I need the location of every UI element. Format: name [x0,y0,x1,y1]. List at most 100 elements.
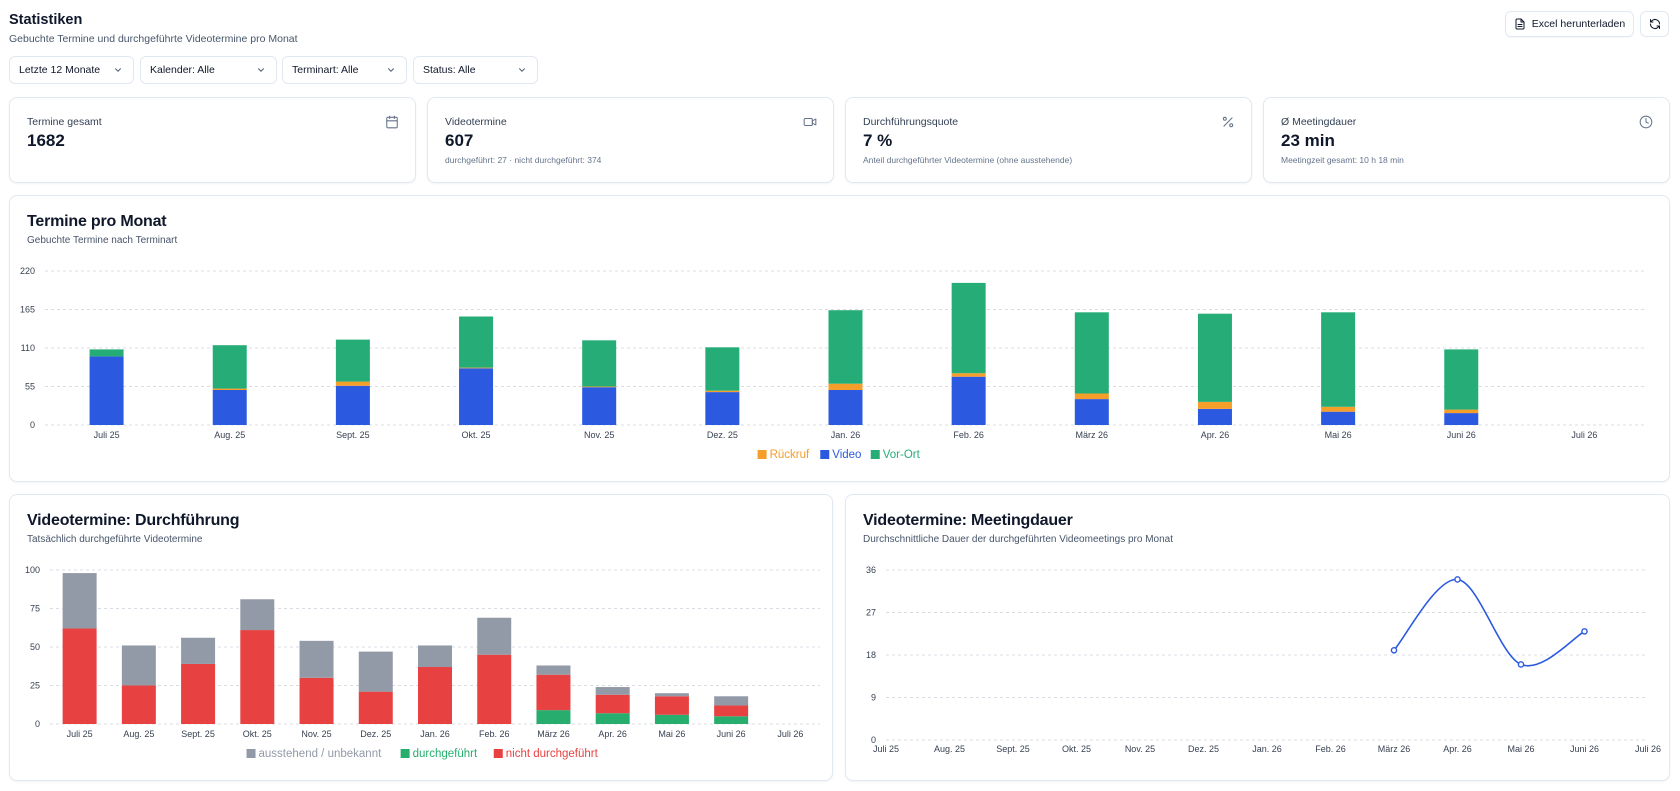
y-tick-label: 0 [871,735,876,745]
x-tick-label: Apr. 26 [1443,744,1472,754]
bar-segment [477,617,512,655]
x-tick-label: Juli 25 [67,729,93,739]
bar-segment [212,345,247,389]
y-tick-label: 27 [866,608,876,618]
chart-card-termine: Termine pro Monat Gebuchte Termine nach … [9,195,1670,482]
bar-segment [121,685,156,724]
bar-segment [1444,413,1479,425]
kpi-value: 607 [445,131,474,150]
bar-segment [536,674,571,711]
kpi-card-videotermine: Videotermine 607 durchgeführt: 27 · nich… [427,97,834,183]
kpi-card-termine: Termine gesamt 1682 [9,97,416,183]
bar-segment [299,677,334,724]
bar-segment [335,339,370,382]
bar-segment [1197,401,1232,409]
chevron-down-icon [115,68,121,72]
y-tick-label: 165 [20,305,35,315]
bar-segment [828,383,863,390]
filter-zeitraum[interactable]: Letzte 12 Monate [9,56,134,84]
filter-kalender-label: Kalender: Alle [150,64,215,76]
legend-swatch [400,749,410,758]
legend-label: Video [832,449,861,461]
x-tick-label: Feb. 26 [1315,744,1346,754]
bar-segment [705,347,740,391]
x-tick-label: Feb. 26 [953,430,984,440]
bar-segment [418,645,452,668]
data-point [1581,628,1588,635]
x-tick-label: Dez. 25 [360,729,391,739]
kpi-sub: durchgeführt: 27 · nicht durchgeführt: 3… [445,155,602,165]
x-tick-label: Juni 26 [1570,744,1599,754]
bar-segment [714,705,749,717]
bar-segment [1197,408,1232,425]
y-tick-label: 75 [30,604,40,614]
chart-subtitle: Gebuchte Termine nach Terminart [27,235,178,246]
bar-segment [595,713,630,724]
bar-segment [1321,406,1356,412]
bar-segment [459,367,494,369]
kpi-sub: Anteil durchgeführter Videotermine (ohne… [863,155,1073,165]
bar-segment [459,368,494,425]
bar-segment [477,654,512,724]
bar-segment [714,696,749,706]
chart-title: Termine pro Monat [27,213,167,230]
x-tick-label: März 26 [1076,430,1109,440]
bar-segment [1074,399,1109,425]
x-tick-label: März 26 [1378,744,1411,754]
x-tick-label: Sept. 25 [336,430,370,440]
x-tick-label: Apr. 26 [1201,430,1230,440]
refresh-icon [1649,19,1660,29]
x-tick-label: Jan. 26 [831,430,861,440]
refresh-button[interactable] [1640,11,1669,37]
x-tick-label: Juli 25 [873,744,899,754]
y-tick-label: 110 [21,343,35,353]
y-tick-label: 18 [866,650,876,660]
bar-segment [418,667,452,724]
filter-status[interactable]: Status: Alle [413,56,538,84]
bar-segment [89,349,124,357]
x-tick-label: Okt. 25 [243,729,272,739]
meetingdauer-chart: 0 9 18 27 36 Juli 25 Aug. 25 Sept. 25 Okt. 25 Nov… [866,565,1661,754]
legend-swatch [757,450,767,459]
page-title: Statistiken [9,12,83,28]
y-tick-label: 0 [35,719,40,729]
video-icon [803,117,817,127]
bar-segment [1444,409,1479,414]
bar-segment [1074,393,1109,400]
x-tick-label: Juli 25 [94,430,120,440]
filter-kalender[interactable]: Kalender: Alle [140,56,277,84]
bar-segment [299,640,334,678]
filter-zeitraum-label: Letzte 12 Monate [19,64,101,76]
bar-segment [212,390,247,425]
chevron-down-icon [388,68,394,72]
kpi-value: 7 % [863,131,893,150]
bar-segment [951,376,986,425]
x-tick-label: Dez. 25 [1188,744,1219,754]
x-tick-label: Sept. 25 [996,744,1030,754]
bar-segment [335,381,370,386]
chart-subtitle: Tatsächlich durchgeführte Videotermine [27,534,203,545]
bar-segment [536,665,571,675]
x-tick-label: Okt. 25 [1062,744,1091,754]
percent-icon [1222,116,1234,128]
filter-status-label: Status: Alle [423,64,476,76]
excel-download-label: Excel herunterladen [1531,18,1626,30]
bar-segment [212,388,247,390]
excel-download-button[interactable]: Excel herunterladen [1505,11,1634,37]
kpi-label: Videotermine [445,116,507,128]
kpi-label: Ø Meetingdauer [1281,116,1357,128]
x-tick-label: Okt. 25 [462,430,491,440]
bar-segment [358,651,393,692]
calendar-icon [386,115,398,129]
y-tick-label: 25 [30,681,40,691]
bar-segment [1444,349,1479,410]
x-tick-label: Dez. 25 [707,430,738,440]
bar-segment [654,696,689,715]
x-tick-label: Aug. 25 [214,430,245,440]
clock-icon [1639,115,1653,129]
y-tick-label: 50 [30,642,40,652]
x-tick-label: Nov. 25 [584,430,614,440]
filter-terminart-label: Terminart: Alle [292,64,359,76]
filter-terminart[interactable]: Terminart: Alle [282,56,407,84]
kpi-label: Durchführungsquote [863,116,959,128]
